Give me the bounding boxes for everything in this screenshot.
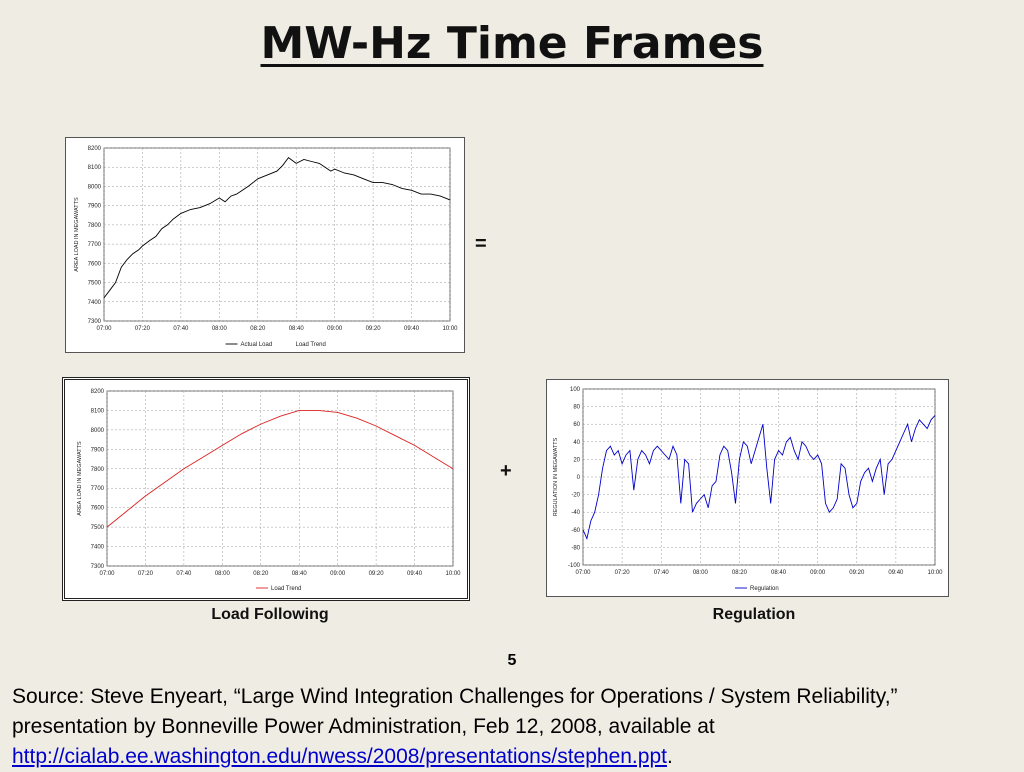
x-tick-label: 07:20	[135, 326, 151, 332]
x-tick-label: 07:00	[575, 570, 591, 576]
y-tick-label: 60	[573, 422, 580, 428]
x-tick-label: 09:40	[404, 326, 420, 332]
y-axis-label: AREA LOAD IN MEGAWATTS	[74, 197, 80, 272]
y-tick-label: 8000	[88, 184, 102, 190]
y-tick-label: 7600	[88, 261, 102, 267]
y-tick-label: 8200	[88, 146, 102, 152]
actual-load-chart-svg: 7300 7400 7500 7600 7700 7800 7900 8000 8100 8200…	[74, 146, 458, 348]
x-tick-label: 08:40	[289, 326, 305, 332]
equals-sign: =	[475, 233, 487, 255]
legend-entry: Load Trend	[296, 342, 326, 348]
y-tick-label: 7700	[91, 486, 105, 492]
legend-entry: Load Trend	[271, 586, 301, 592]
x-tick-label: 10:00	[442, 326, 458, 332]
x-tick-label: 10:00	[927, 570, 943, 576]
series-line-regulation	[582, 415, 936, 541]
x-tick-label: 10:00	[445, 571, 461, 577]
y-tick-label: 7900	[91, 447, 105, 453]
series-line-actual-load	[103, 156, 451, 299]
caption-regulation: Regulation	[712, 606, 796, 623]
plot-area	[103, 147, 451, 322]
x-tick-label: 07:40	[654, 570, 670, 576]
x-tick-label: 08:40	[771, 570, 787, 576]
y-tick-label: 20	[573, 457, 580, 463]
y-tick-label: 7400	[91, 545, 105, 551]
plot-area	[106, 390, 454, 567]
y-tick-label: 7900	[88, 204, 102, 210]
x-tick-label: 08:00	[693, 570, 709, 576]
x-tick-label: 07:40	[173, 326, 189, 332]
source-text: Source: Steve Enyeart, “Large Wind Integ…	[12, 685, 898, 738]
x-tick-label: 08:20	[732, 570, 748, 576]
plus-sign: +	[500, 460, 512, 482]
x-tick-label: 09:00	[810, 570, 826, 576]
page-number: 5	[507, 652, 517, 669]
x-tick-label: 07:00	[96, 326, 112, 332]
y-axis-label: REGULATION IN MEGAWATTS	[553, 437, 559, 516]
y-tick-label: 8200	[91, 389, 105, 395]
x-tick-label: 09:40	[407, 571, 423, 577]
regulation-chart: -100 -80 -60 -40 -20 0 20 40 60 80 100 07:00 07:20 07…	[546, 379, 949, 597]
y-tick-label: 0	[577, 475, 581, 481]
x-tick-label: 09:20	[366, 326, 382, 332]
x-tick-label: 09:20	[849, 570, 865, 576]
series-line-load-trend	[106, 409, 454, 528]
source-end: .	[666, 745, 673, 768]
y-tick-label: 7500	[88, 281, 102, 287]
caption-load-following: Load Following	[211, 606, 329, 623]
y-tick-label: -60	[571, 528, 580, 534]
x-tick-label: 08:00	[212, 326, 228, 332]
y-tick-label: -100	[568, 563, 581, 569]
slide-title-text: MW-Hz Time Frames	[260, 18, 764, 69]
y-tick-label: 7700	[88, 242, 102, 248]
x-tick-label: 07:20	[615, 570, 631, 576]
y-tick-label: 7600	[91, 506, 105, 512]
x-tick-label: 09:00	[330, 571, 346, 577]
load-trend-chart: 7300 7400 7500 7600 7700 7800 7900 8000 8100 8200…	[62, 377, 470, 601]
x-tick-label: 08:20	[253, 571, 269, 577]
legend-entry: Regulation	[750, 586, 779, 592]
y-tick-label: 8100	[91, 408, 105, 414]
source-link[interactable]: http://cialab.ee.washington.edu/nwess/20…	[12, 745, 667, 768]
y-axis-label: AREA LOAD IN MEGAWATTS	[77, 441, 83, 516]
x-tick-label: 08:40	[292, 571, 308, 577]
y-tick-label: 7300	[88, 319, 102, 325]
y-tick-label: -80	[571, 545, 580, 551]
x-tick-label: 07:20	[138, 571, 154, 577]
x-tick-label: 09:00	[327, 326, 343, 332]
y-tick-label: 7800	[91, 467, 105, 473]
legend-entry: Actual Load	[241, 342, 273, 348]
y-tick-label: 7400	[88, 300, 102, 306]
x-tick-label: 07:00	[99, 571, 115, 577]
y-tick-label: 100	[570, 387, 581, 393]
x-tick-label: 09:20	[369, 571, 385, 577]
y-tick-label: 40	[573, 440, 580, 446]
x-tick-label: 08:00	[215, 571, 231, 577]
y-tick-label: 80	[573, 405, 580, 411]
slide-title: MW-Hz Time Frames	[0, 18, 1024, 69]
y-tick-label: 8100	[88, 165, 102, 171]
regulation-chart-svg: -100 -80 -60 -40 -20 0 20 40 60 80 100 07:00 07:20 07…	[553, 387, 943, 592]
x-tick-label: 07:40	[176, 571, 192, 577]
y-tick-label: 7800	[88, 223, 102, 229]
x-tick-label: 08:20	[250, 326, 266, 332]
load-trend-chart-svg: 7300 7400 7500 7600 7700 7800 7900 8000 8100 8200…	[77, 389, 461, 592]
y-tick-label: 7300	[91, 564, 105, 570]
actual-load-chart: 7300 7400 7500 7600 7700 7800 7900 8000 8100 8200…	[65, 137, 465, 353]
y-tick-label: 8000	[91, 428, 105, 434]
y-tick-label: -40	[571, 510, 580, 516]
x-tick-label: 09:40	[888, 570, 904, 576]
source-citation: Source: Steve Enyeart, “Large Wind Integ…	[12, 682, 1016, 772]
y-tick-label: 7500	[91, 525, 105, 531]
y-tick-label: -20	[571, 493, 580, 499]
